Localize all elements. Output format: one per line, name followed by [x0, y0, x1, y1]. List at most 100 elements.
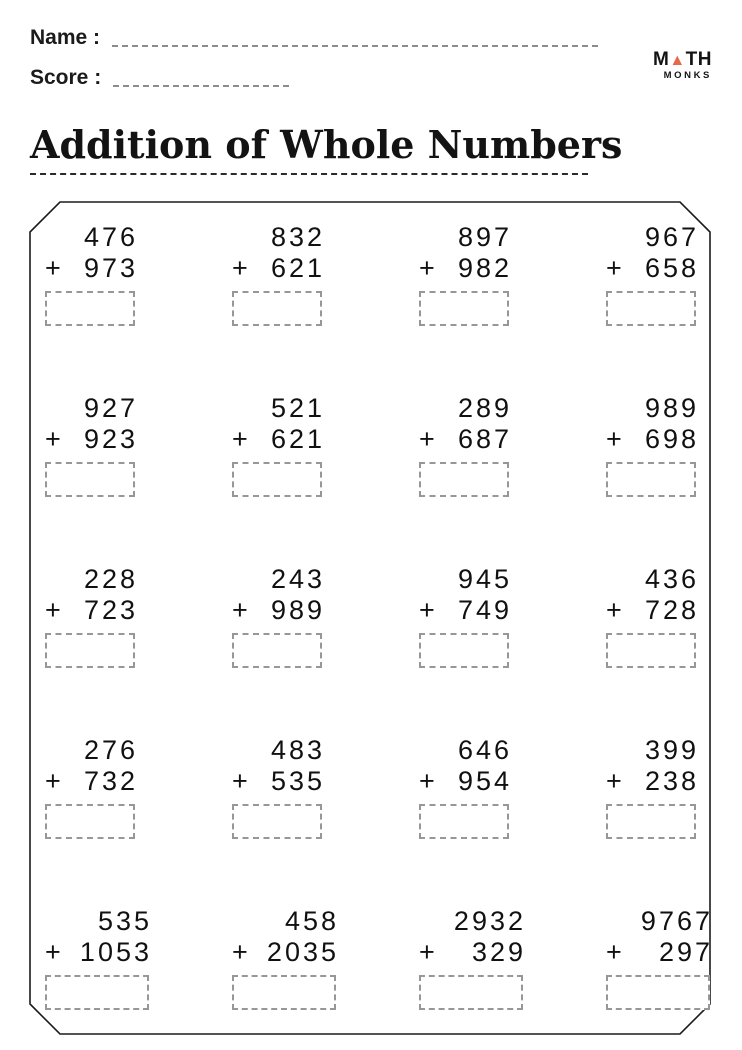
problem-cell: 276 +732 [45, 735, 232, 839]
answer-box[interactable] [606, 291, 696, 326]
addend-bottom-row: +687 [419, 424, 509, 455]
addend-top: 436 [644, 564, 699, 594]
addend-top: 458 [284, 906, 339, 936]
addend-bottom-row: +749 [419, 595, 509, 626]
answer-box[interactable] [232, 291, 322, 326]
answer-box[interactable] [45, 804, 135, 839]
addend-top: 289 [457, 393, 512, 423]
addend-top: 897 [457, 222, 512, 252]
answer-box[interactable] [45, 633, 135, 668]
plus-sign: + [45, 595, 61, 625]
answer-box[interactable] [606, 975, 710, 1010]
addition-problem: 458 +2035 [232, 906, 336, 1010]
score-field: Score : [30, 66, 598, 90]
addend-bottom-row: +535 [232, 766, 322, 797]
addend-top: 483 [270, 735, 325, 765]
plus-sign: + [45, 424, 61, 454]
answer-box[interactable] [606, 804, 696, 839]
addend-bottom-row: +989 [232, 595, 322, 626]
answer-box[interactable] [419, 975, 523, 1010]
addend-bottom: 621 [270, 424, 325, 454]
answer-box[interactable] [45, 291, 135, 326]
addend-top: 832 [270, 222, 325, 252]
addend-top: 521 [270, 393, 325, 423]
addition-problem: 289 +687 [419, 393, 509, 497]
addition-problem: 243 +989 [232, 564, 322, 668]
addend-top: 967 [644, 222, 699, 252]
addend-bottom: 297 [658, 937, 713, 967]
addend-bottom-row: +954 [419, 766, 509, 797]
score-input-line[interactable] [113, 85, 290, 87]
addend-bottom-row: +982 [419, 253, 509, 284]
addend-bottom: 687 [457, 424, 512, 454]
triangle-icon: ▲ [669, 52, 686, 69]
addend-bottom-row: +658 [606, 253, 696, 284]
addend-bottom: 329 [471, 937, 526, 967]
plus-sign: + [606, 424, 622, 454]
addition-problem: 476 +973 [45, 222, 135, 326]
answer-box[interactable] [232, 633, 322, 668]
addition-problem: 483 +535 [232, 735, 322, 839]
plus-sign: + [232, 595, 248, 625]
answer-box[interactable] [606, 462, 696, 497]
problem-cell: 967 +658 [606, 222, 742, 326]
sheet-border-frame [29, 201, 711, 1035]
answer-box[interactable] [606, 633, 696, 668]
answer-box[interactable] [232, 975, 336, 1010]
answer-box[interactable] [419, 804, 509, 839]
addend-bottom-row: +621 [232, 253, 322, 284]
answer-box[interactable] [45, 975, 149, 1010]
addend-bottom: 732 [83, 766, 138, 796]
name-field: Name : [30, 26, 599, 50]
answer-box[interactable] [419, 291, 509, 326]
plus-sign: + [232, 937, 248, 967]
plus-sign: + [232, 424, 248, 454]
problem-cell: 521 +621 [232, 393, 419, 497]
plus-sign: + [45, 766, 61, 796]
problem-cell: 9767 +297 [606, 906, 742, 1010]
addend-top: 399 [644, 735, 699, 765]
addend-bottom: 238 [644, 766, 699, 796]
answer-box[interactable] [232, 804, 322, 839]
addend-top: 945 [457, 564, 512, 594]
answer-box[interactable] [419, 633, 509, 668]
addition-problem: 927 +923 [45, 393, 135, 497]
addition-problem: 9767 +297 [606, 906, 710, 1010]
problem-cell: 832 +621 [232, 222, 419, 326]
addend-top: 535 [97, 906, 152, 936]
problem-cell: 228 +723 [45, 564, 232, 668]
addend-bottom: 658 [644, 253, 699, 283]
problem-cell: 2932 +329 [419, 906, 606, 1010]
addend-bottom: 621 [270, 253, 325, 283]
addend-bottom-row: +698 [606, 424, 696, 455]
plus-sign: + [419, 595, 435, 625]
answer-box[interactable] [232, 462, 322, 497]
problems-sheet: 476 +973 832 +621 897 +982 967 +658 927 +923 521 +6… [29, 201, 711, 1035]
addend-bottom: 698 [644, 424, 699, 454]
addend-top: 276 [83, 735, 138, 765]
addition-problem: 399 +238 [606, 735, 696, 839]
addend-bottom-row: +973 [45, 253, 135, 284]
plus-sign: + [419, 424, 435, 454]
answer-box[interactable] [419, 462, 509, 497]
addend-top: 646 [457, 735, 512, 765]
logo-letter-m: M [653, 49, 670, 70]
problem-cell: 243 +989 [232, 564, 419, 668]
name-label: Name : [30, 26, 101, 49]
plus-sign: + [419, 766, 435, 796]
addend-bottom-row: +732 [45, 766, 135, 797]
addition-problem: 535 +1053 [45, 906, 149, 1010]
addend-top: 9767 [640, 906, 713, 936]
plus-sign: + [419, 937, 435, 967]
addend-bottom-row: +297 [606, 937, 710, 968]
plus-sign: + [419, 253, 435, 283]
plus-sign: + [45, 937, 61, 967]
answer-box[interactable] [45, 462, 135, 497]
addition-problem: 897 +982 [419, 222, 509, 326]
score-label: Score : [30, 66, 102, 89]
addition-problem: 646 +954 [419, 735, 509, 839]
name-input-line[interactable] [112, 45, 599, 47]
problem-cell: 945 +749 [419, 564, 606, 668]
addition-problem: 945 +749 [419, 564, 509, 668]
plus-sign: + [232, 253, 248, 283]
